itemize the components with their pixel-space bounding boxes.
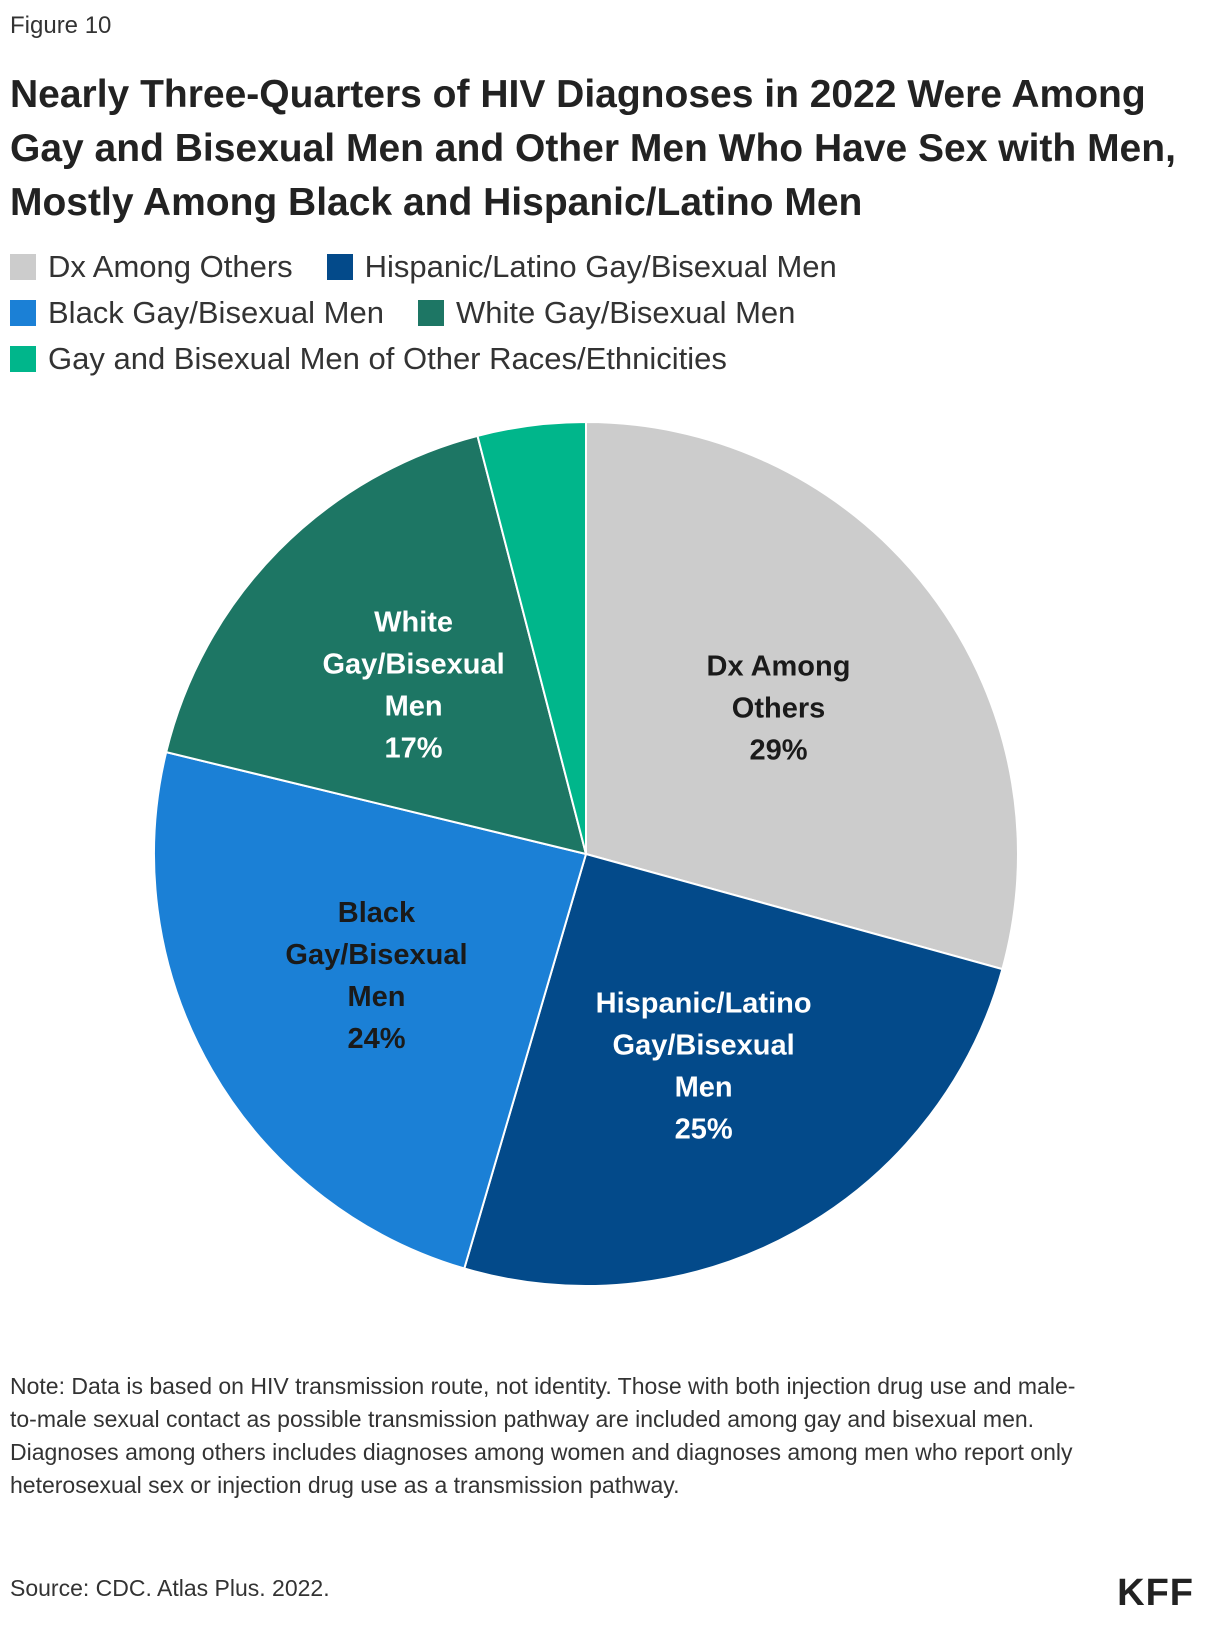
legend-swatch [326,254,353,280]
slice-label-black-gay-bisexual-men: Black Gay/Bisexual Men 24% [285,897,467,1055]
legend-label: White Gay/Bisexual Men [455,295,796,330]
chart-title: Nearly Three-Quarters of HIV Diagnoses i… [10,73,1176,224]
slice-label-dx-among-others: Dx Among Others 29% [707,650,851,766]
legend-row: Dx Among Others Hispanic/Latino Gay/Bise… [10,244,1210,290]
legend-item-hispanic-latino: Hispanic/Latino Gay/Bisexual Men [326,249,837,285]
slice-label-hispanic-latino-gay-bisexual-men: Hispanic/Latino Gay/Bisexual Men 25% [596,987,812,1145]
pie-slice-dx-among-others [585,420,1019,971]
chart-source: Source: CDC. Atlas Plus. 2022. [10,1575,330,1601]
legend-label: Dx Among Others [48,249,293,284]
legend-label: Gay and Bisexual Men of Other Races/Ethn… [48,341,727,376]
pie-chart: Dx Among Others 29% Hispanic/Latino Gay/Bise… [153,420,1019,1287]
figure-label: Figure 10 [10,12,112,39]
legend-item-dx-among-others: Dx Among Others [10,249,293,285]
pie-slice-white-gay-bisexual-men [164,434,588,856]
legend-item-white: White Gay/Bisexual Men [417,295,796,331]
legend-swatch [10,300,36,326]
legend-swatch [417,300,444,326]
legend-row: Gay and Bisexual Men of Other Races/Ethn… [10,336,1210,382]
chart-note: Note: Data is based on HIV transmission … [10,1373,1076,1498]
pie-slice-hispanic-latino-gay-bisexual-men [463,852,1004,1287]
kff-logo: KFF [1117,1572,1194,1614]
legend-row: Black Gay/Bisexual Men White Gay/Bisexua… [10,290,1210,336]
legend-swatch [10,346,36,372]
pie-slice-black-gay-bisexual-men [153,750,588,1270]
legend-label: Hispanic/Latino Gay/Bisexual Men [364,249,837,284]
pie-slice-gay-and-bisexual-men-of-other-races-ethnicities [476,420,587,855]
legend-label: Black Gay/Bisexual Men [48,295,384,330]
slice-label-white-gay-bisexual-men: White Gay/Bisexual Men 17% [323,606,505,764]
legend-item-other-races: Gay and Bisexual Men of Other Races/Ethn… [10,341,727,377]
legend-item-black: Black Gay/Bisexual Men [10,295,384,331]
legend: Dx Among Others Hispanic/Latino Gay/Bise… [10,244,1210,382]
legend-swatch [10,254,36,280]
